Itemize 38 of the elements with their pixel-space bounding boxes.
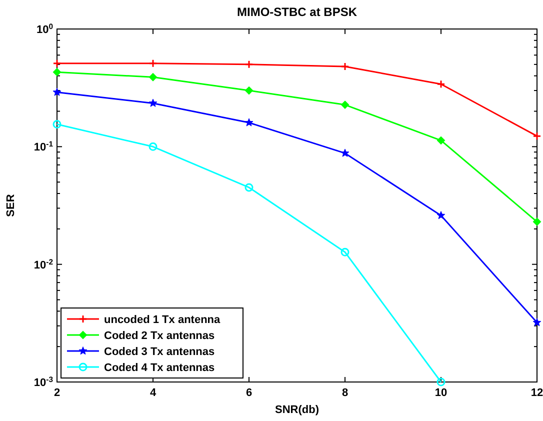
point (245, 86, 253, 95)
point (437, 136, 445, 144)
legend-label: uncoded 1 Tx antenna (104, 314, 222, 326)
x-tick-label: 2 (54, 387, 60, 399)
point (532, 318, 542, 326)
point (52, 120, 62, 129)
chart-title: MIMO-STBC at BPSK (237, 5, 358, 19)
point (148, 142, 158, 151)
point (148, 59, 158, 68)
legend-label: Coded 2 Tx antennas (104, 330, 215, 342)
point (436, 211, 446, 220)
y-tick-label: 10$^{-2}$ (34, 256, 53, 272)
point (436, 80, 446, 88)
y-axis-title: SER (5, 194, 17, 217)
point (53, 68, 61, 76)
point (340, 248, 350, 256)
point (340, 148, 350, 157)
x-tick-label: 6 (246, 387, 252, 399)
x-tick-label: 8 (342, 387, 348, 399)
legend-label: Coded 4 Tx antennas (104, 362, 215, 374)
point (436, 378, 446, 386)
legend-label: Coded 3 Tx antennas (104, 346, 215, 358)
x-axis-title: SNR(db) (275, 404, 320, 416)
point (244, 118, 254, 126)
point (52, 88, 62, 96)
point (148, 98, 158, 107)
x-tick-label: 10 (434, 387, 448, 399)
x-tick-label: 12 (530, 387, 543, 399)
y-tick-label: 10$^{0}$ (36, 22, 53, 36)
point (244, 183, 254, 192)
x-tick-label: 4 (150, 387, 157, 399)
point (533, 218, 541, 226)
point (341, 100, 349, 109)
point (244, 60, 254, 69)
y-tick-label: 10$^{-3}$ (34, 374, 53, 389)
point (340, 62, 350, 71)
point (149, 73, 157, 82)
y-tick-label: 10$^{-1}$ (34, 139, 54, 154)
